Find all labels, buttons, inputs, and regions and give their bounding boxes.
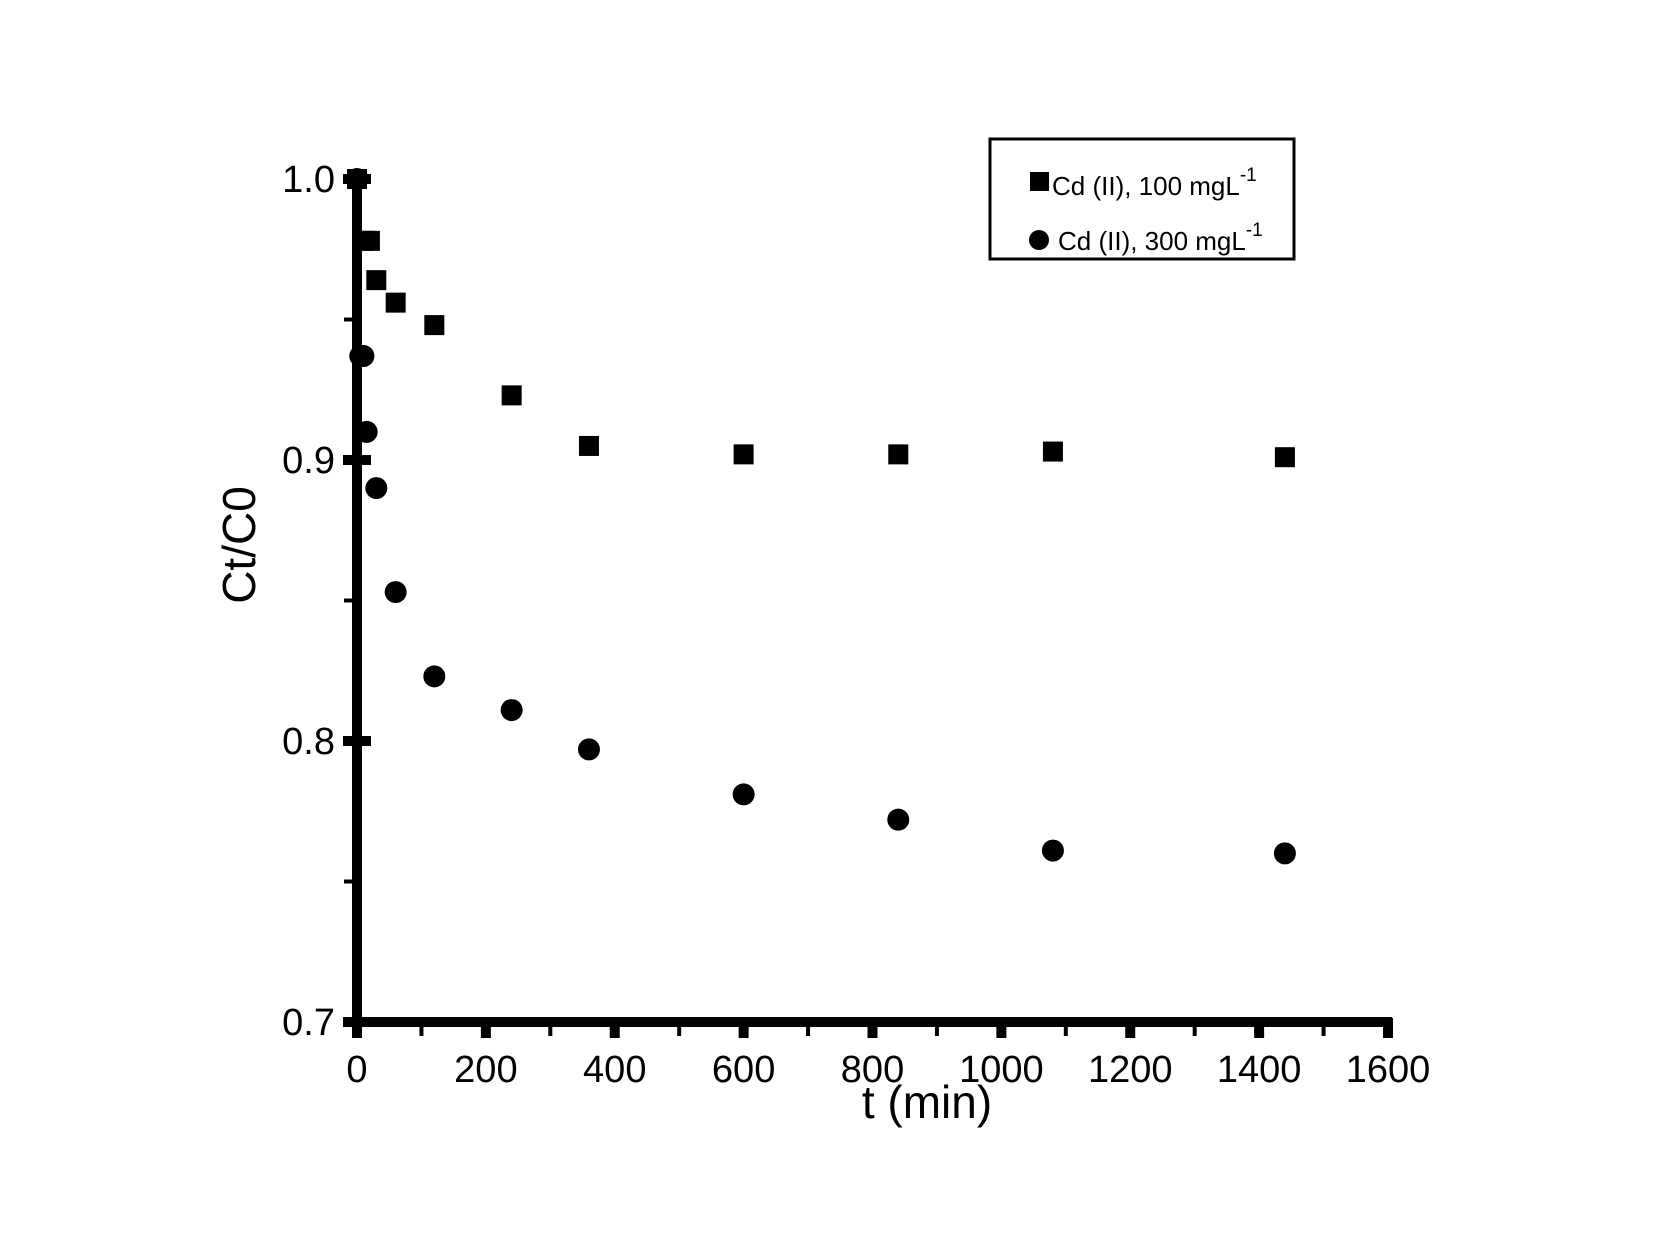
ticks: 0.7 0.8 0.9 1.0 0 200 400 600 800 1000 1200 1400 160…	[282, 159, 1430, 1091]
data-point-square	[501, 385, 522, 406]
data-point-circle	[384, 581, 407, 604]
data-point-square	[424, 315, 445, 336]
x-axis-label: t (min)	[862, 1076, 992, 1128]
x-tick-label: 1600	[1346, 1049, 1431, 1091]
data-point-circle	[1273, 842, 1296, 865]
x-tick-label: 1000	[959, 1049, 1044, 1091]
x-tick-label: 400	[583, 1049, 646, 1091]
data-point-square	[385, 292, 406, 313]
y-tick-label: 0.7	[282, 1002, 335, 1044]
data-point-circle	[1041, 839, 1064, 862]
data-point-square	[733, 444, 754, 465]
x-tick-label: 200	[454, 1049, 517, 1091]
axes	[352, 177, 1392, 1027]
x-tick-label: 1400	[1217, 1049, 1302, 1091]
legend-marker-square	[1030, 172, 1049, 191]
data-point-square	[888, 444, 909, 465]
legend-marker-circle	[1029, 230, 1049, 250]
data-point-circle	[887, 808, 910, 831]
data-point-circle	[577, 738, 600, 761]
data-point-circle	[423, 665, 446, 688]
y-tick-label: 1.0	[282, 159, 335, 201]
legend-entry-2-sup: -1	[1246, 220, 1263, 241]
legend: Cd (II), 100 mgL-1 Cd (II), 300 mgL-1	[988, 137, 1296, 261]
legend-entry-1-sup: -1	[1240, 165, 1257, 186]
data-point-square	[1042, 441, 1063, 462]
legend-entry-2: Cd (II), 300 mgL-1	[1058, 220, 1263, 256]
legend-entry-1: Cd (II), 100 mgL-1	[1052, 165, 1257, 201]
y-tick-label: 0.9	[282, 440, 335, 482]
data-point-circle	[732, 783, 755, 806]
x-tick-label: 1200	[1088, 1049, 1173, 1091]
legend-entry-1-text: Cd (II), 100 mgL	[1052, 171, 1240, 201]
x-tick-label: 800	[841, 1049, 904, 1091]
data-point-square	[359, 230, 380, 251]
data-point-square	[366, 270, 387, 291]
legend-entry-2-text: Cd (II), 300 mgL	[1058, 226, 1246, 256]
data-point-square	[578, 435, 599, 456]
plot-marks	[346, 168, 1296, 865]
x-tick-label: 600	[712, 1049, 775, 1091]
data-point-circle	[365, 477, 388, 500]
data-point-circle	[500, 699, 523, 722]
x-tick-label: 0	[346, 1049, 367, 1091]
y-tick-label: 0.8	[282, 721, 335, 763]
y-axis-label: Ct/C0	[213, 486, 265, 604]
data-point-square	[1274, 447, 1295, 468]
